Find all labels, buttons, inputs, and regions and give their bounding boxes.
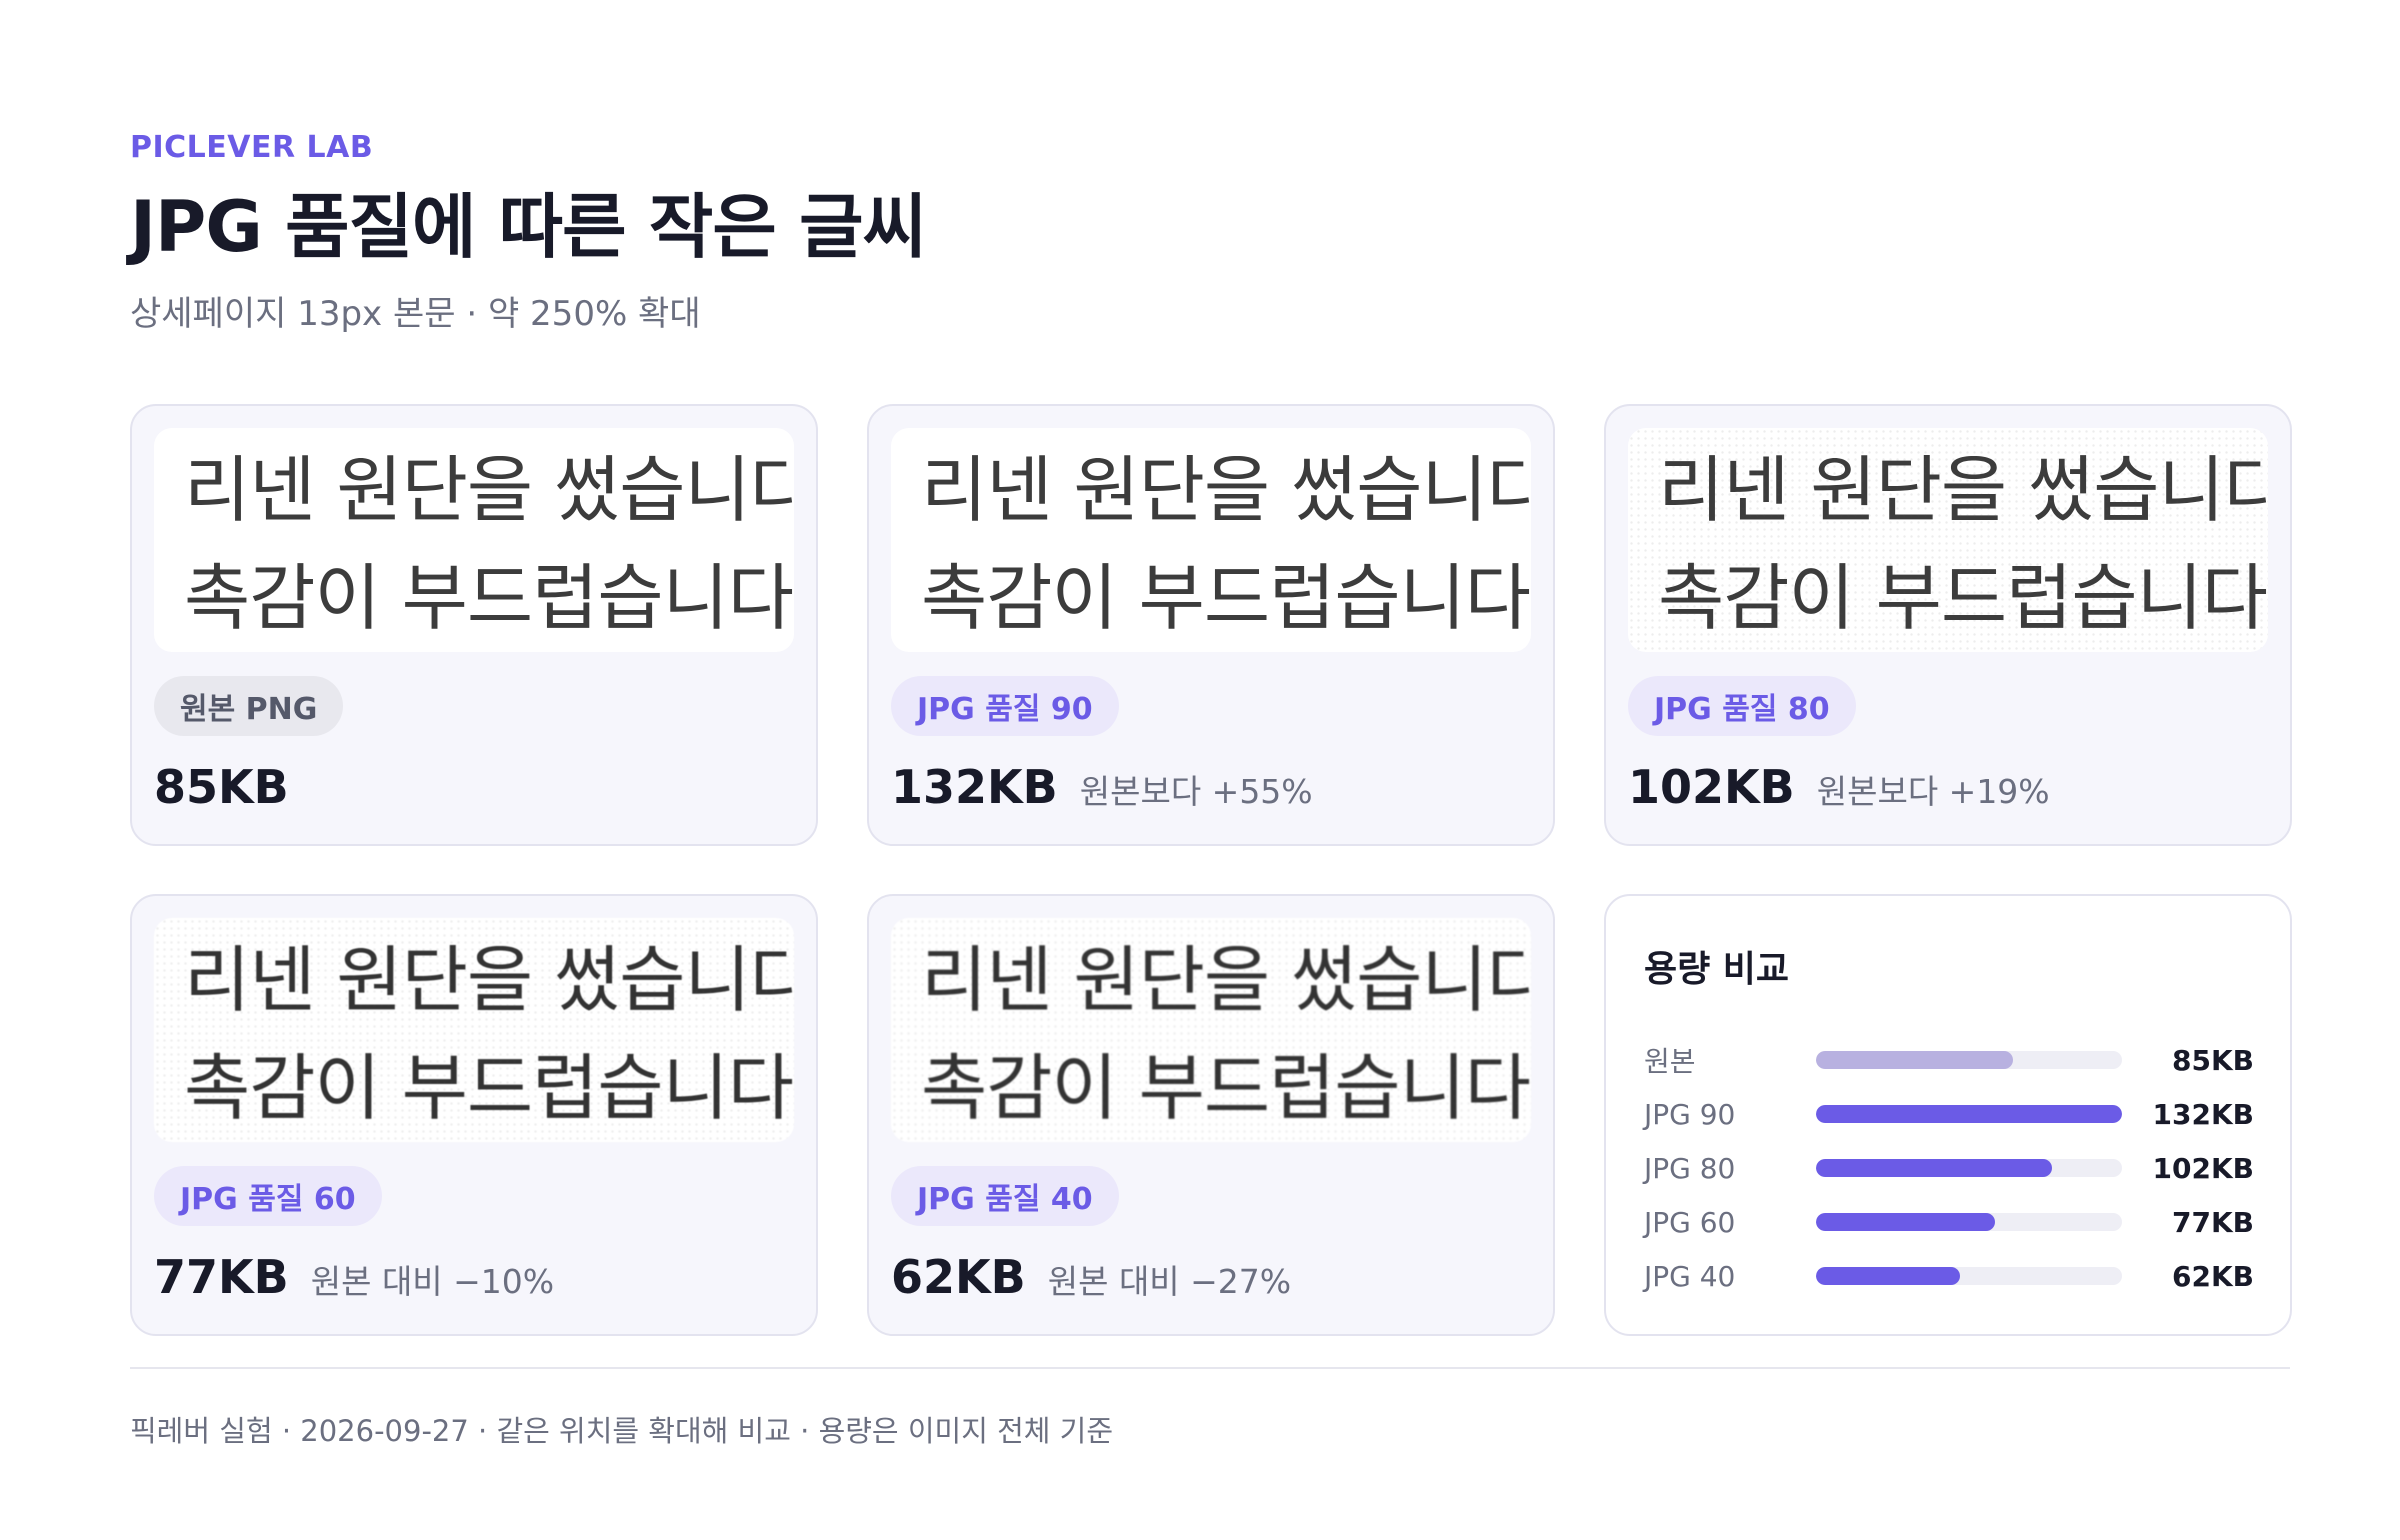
size-delta: 원본보다 +55%	[1079, 772, 1313, 811]
comparison-label: JPG 90	[1644, 1097, 1736, 1131]
sample-line-2: 촉감이 부드럽습니다.	[184, 1046, 794, 1130]
file-size: 132KB	[891, 760, 1058, 814]
comparison-row-jpg-80: JPG 80 102KB	[1644, 1148, 2254, 1188]
sample-line-1: 리넨 원단을 썼습니다.	[184, 448, 794, 532]
comparison-track	[1816, 1159, 2122, 1177]
comparison-value: 102KB	[2152, 1151, 2255, 1185]
file-size: 102KB	[1628, 760, 1795, 814]
card-original-png: 리넨 원단을 썼습니다. 촉감이 부드럽습니다. 원본 PNG 85KB	[130, 404, 818, 846]
size-row: 62KB 원본 대비 −27%	[891, 1250, 1291, 1304]
comparison-row-jpg-40: JPG 40 62KB	[1644, 1256, 2254, 1296]
comparison-bar	[1816, 1051, 2014, 1069]
comparison-bar	[1816, 1159, 2053, 1177]
sample-line-2: 촉감이 부드럽습니다.	[184, 556, 794, 640]
comparison-value: 85KB	[2171, 1043, 2254, 1077]
sample-line-2: 촉감이 부드럽습니다.	[921, 1046, 1531, 1130]
comparison-label: 원본	[1644, 1045, 1696, 1078]
comparison-track	[1816, 1267, 2122, 1285]
sample-line-2: 촉감이 부드럽습니다.	[921, 556, 1531, 640]
comparison-row-jpg-90: JPG 90 132KB	[1644, 1094, 2254, 1134]
comparison-title: 용량 비교	[1644, 949, 1790, 990]
comparison-label: JPG 40	[1644, 1259, 1736, 1293]
quality-badge: JPG 품질 60	[154, 1166, 382, 1226]
text-sample-original: 리넨 원단을 썼습니다. 촉감이 부드럽습니다.	[154, 428, 794, 652]
quality-badge: 원본 PNG	[154, 676, 344, 736]
size-comparison-panel: 용량 비교 원본 85KB JPG 90 132KB JPG 80 102KB …	[1604, 894, 2292, 1336]
comparison-track	[1816, 1105, 2122, 1123]
size-delta: 원본 대비 −27%	[1047, 1262, 1292, 1301]
card-jpg-80: 리넨 원단을 썼습니다. 촉감이 부드럽습니다. JPG 품질 80 102KB…	[1604, 404, 2292, 846]
comparison-track	[1816, 1051, 2122, 1069]
comparison-label: JPG 60	[1644, 1205, 1736, 1239]
card-jpg-60: 리넨 원단을 썼습니다. 촉감이 부드럽습니다. JPG 품질 60 77KB …	[130, 894, 818, 1336]
text-sample-jpg-40: 리넨 원단을 썼습니다. 촉감이 부드럽습니다.	[891, 918, 1531, 1142]
comparison-value: 77KB	[2171, 1205, 2254, 1239]
size-row: 85KB	[154, 760, 289, 814]
quality-badge: JPG 품질 80	[1628, 676, 1856, 736]
comparison-bar	[1816, 1213, 1995, 1231]
comparison-row-original: 원본 85KB	[1644, 1040, 2254, 1080]
size-row: 102KB 원본보다 +19%	[1628, 760, 2050, 814]
text-sample-jpg-90: 리넨 원단을 썼습니다. 촉감이 부드럽습니다.	[891, 428, 1531, 652]
comparison-row-jpg-60: JPG 60 77KB	[1644, 1202, 2254, 1242]
size-row: 132KB 원본보다 +55%	[891, 760, 1313, 814]
page-title: JPG 품질에 따른 작은 글씨	[130, 186, 927, 268]
text-sample-jpg-60: 리넨 원단을 썼습니다. 촉감이 부드럽습니다.	[154, 918, 794, 1142]
comparison-track	[1816, 1213, 2122, 1231]
comparison-grid: 리넨 원단을 썼습니다. 촉감이 부드럽습니다. 원본 PNG 85KB 리넨 …	[130, 404, 2292, 1336]
file-size: 62KB	[891, 1250, 1026, 1304]
comparison-value: 62KB	[2171, 1259, 2254, 1293]
comparison-bar	[1816, 1105, 2122, 1123]
size-delta: 원본보다 +19%	[1816, 772, 2050, 811]
footer-note: 픽레버 실험 · 2026-09-27 · 같은 위치를 확대해 비교 · 용량…	[130, 1414, 1114, 1448]
sample-line-1: 리넨 원단을 썼습니다.	[921, 448, 1531, 532]
sample-line-1: 리넨 원단을 썼습니다.	[184, 938, 794, 1022]
size-row: 77KB 원본 대비 −10%	[154, 1250, 554, 1304]
comparison-bar	[1816, 1267, 1960, 1285]
sample-line-2: 촉감이 부드럽습니다.	[1658, 556, 2268, 640]
footer-divider	[130, 1367, 2290, 1369]
comparison-label: JPG 80	[1644, 1151, 1736, 1185]
card-jpg-40: 리넨 원단을 썼습니다. 촉감이 부드럽습니다. JPG 품질 40 62KB …	[867, 894, 1555, 1336]
file-size: 77KB	[154, 1250, 289, 1304]
file-size: 85KB	[154, 760, 289, 814]
comparison-value: 132KB	[2152, 1097, 2255, 1131]
size-delta: 원본 대비 −10%	[310, 1262, 555, 1301]
sample-line-1: 리넨 원단을 썼습니다.	[921, 938, 1531, 1022]
page-header: PICLEVER LAB JPG 품질에 따른 작은 글씨 상세페이지 13px…	[130, 130, 2292, 335]
brand-kicker: PICLEVER LAB	[130, 130, 374, 165]
text-sample-jpg-80: 리넨 원단을 썼습니다. 촉감이 부드럽습니다.	[1628, 428, 2268, 652]
sample-line-1: 리넨 원단을 썼습니다.	[1658, 448, 2268, 532]
page-subtitle: 상세페이지 13px 본문 · 약 250% 확대	[130, 294, 701, 334]
quality-badge: JPG 품질 90	[891, 676, 1119, 736]
card-jpg-90: 리넨 원단을 썼습니다. 촉감이 부드럽습니다. JPG 품질 90 132KB…	[867, 404, 1555, 846]
quality-badge: JPG 품질 40	[891, 1166, 1119, 1226]
